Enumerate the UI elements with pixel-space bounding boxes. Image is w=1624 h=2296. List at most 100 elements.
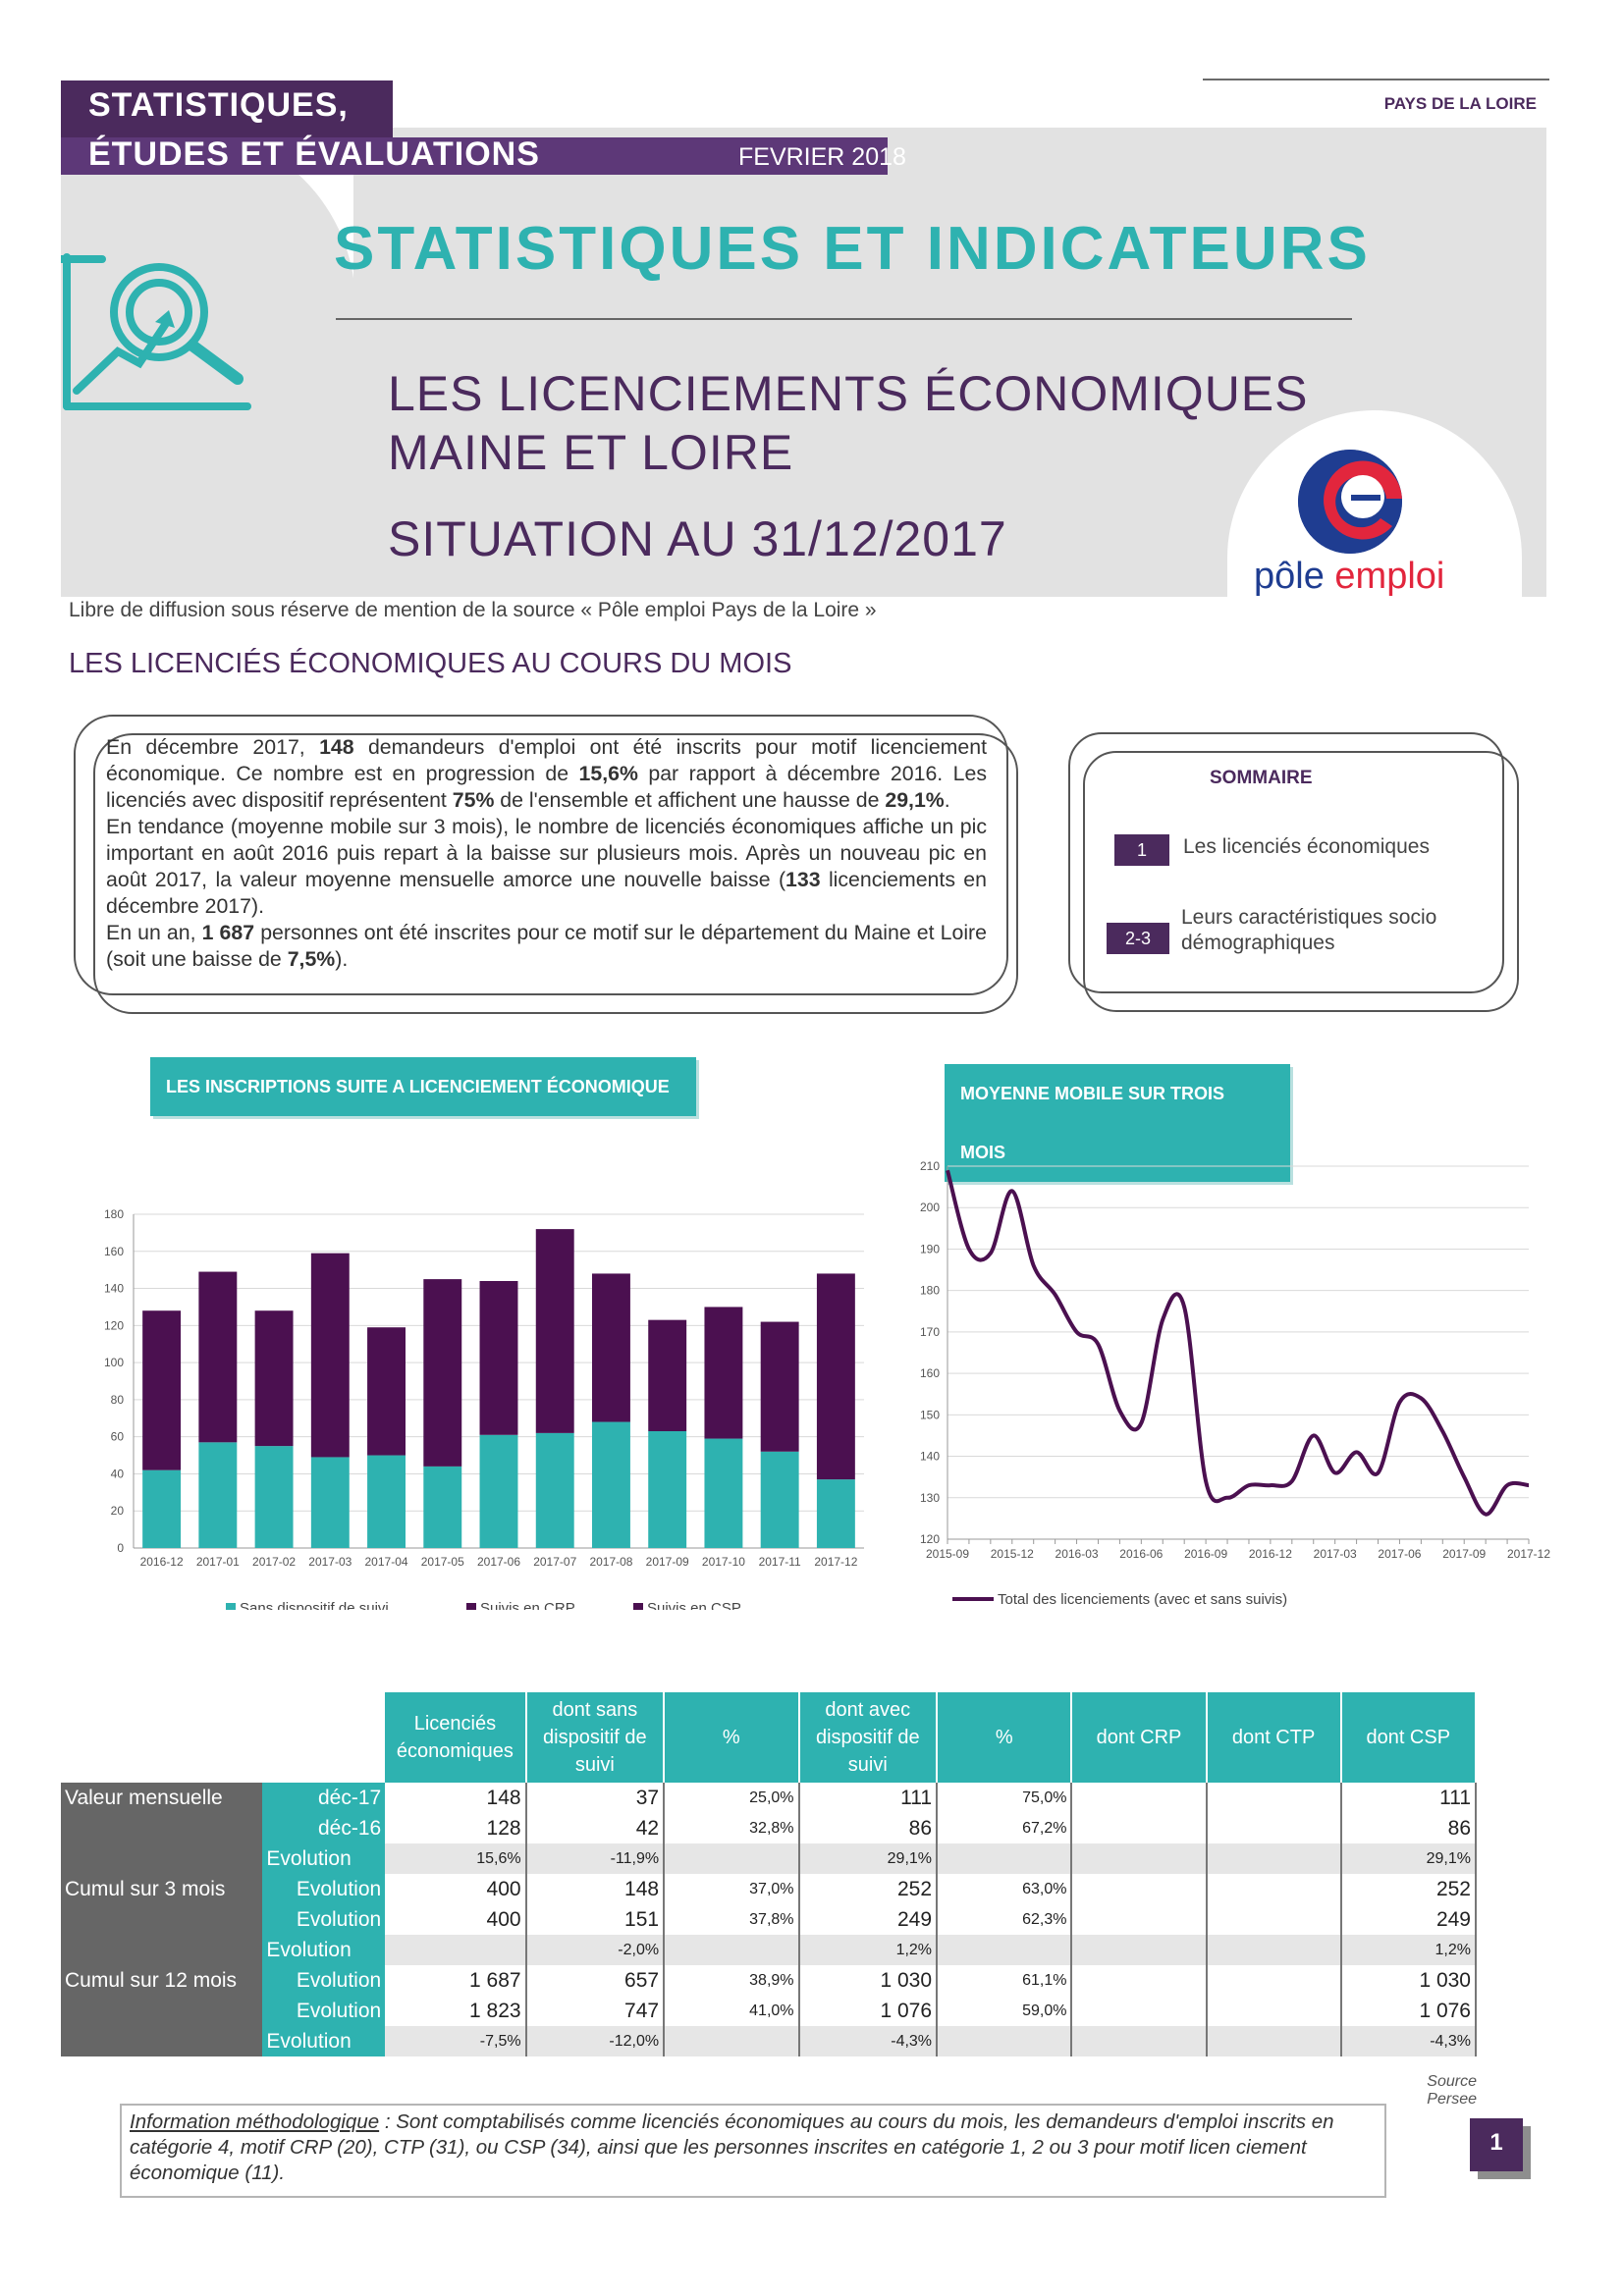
page-number: 1	[1470, 2118, 1523, 2171]
table-header: dont sans dispositif de suivi	[525, 1692, 666, 1783]
table-cell	[664, 2026, 800, 2056]
bar-segment	[592, 1421, 630, 1548]
x-tick-label: 2017-10	[702, 1555, 745, 1569]
row-group-label	[61, 1843, 263, 1874]
table-row: Cumul sur 12 mois Evolution 1 687 657 38,9% 1…	[61, 1965, 1478, 1996]
bar-segment	[479, 1434, 518, 1548]
bar-segment	[479, 1281, 518, 1435]
bar-segment	[760, 1321, 799, 1452]
table-cell: 86	[1340, 1813, 1478, 1843]
table-cell	[1206, 1843, 1342, 1874]
y-tick-label: 80	[111, 1393, 125, 1407]
bar-segment	[535, 1432, 574, 1548]
row-group-label: Valeur mensuelle	[61, 1783, 263, 1813]
summary-highlight: 1 687	[201, 921, 255, 944]
sommaire-item-number[interactable]: 1	[1114, 834, 1169, 866]
analytics-magnifier-icon	[61, 253, 251, 410]
summary-highlight: 7,5%	[287, 947, 336, 971]
bar-segment	[816, 1273, 855, 1480]
summary-box-shadow	[93, 733, 1018, 1014]
table-cell	[1071, 1843, 1208, 1874]
bar-segment	[310, 1253, 350, 1458]
y-tick-label: 20	[111, 1504, 125, 1518]
row-label: déc-17	[262, 1783, 386, 1813]
row-group-label: Cumul sur 3 mois	[61, 1874, 263, 1904]
bar-chart: 0 20 40 60 80 100 120 140 160 180 2016-12 2017-01 20…	[104, 1207, 864, 1610]
row-label: Evolution	[262, 1843, 386, 1874]
y-tick-label: 190	[920, 1242, 940, 1255]
table-cell: 67,2%	[937, 1813, 1073, 1843]
table-row: Evolution 15,6% -11,9% 29,1% 29,1%	[61, 1843, 1478, 1874]
bar-segment	[704, 1307, 743, 1439]
table-cell: -12,0%	[525, 2026, 666, 2056]
sommaire-item-label[interactable]: Leurs caractéristiques socio démographiq…	[1181, 906, 1437, 954]
methodology-text: : Sont comptabilisés comme licenciés éco…	[130, 2110, 1334, 2184]
summary-highlight: 133	[785, 868, 821, 891]
table-row: déc-16 128 42 32,8% 86 67,2% 86	[61, 1813, 1478, 1843]
x-tick-label: 2015-09	[926, 1547, 969, 1561]
table-cell: 38,9%	[664, 1965, 800, 1996]
row-label: Evolution	[262, 1935, 386, 1965]
table-cell: 37,8%	[664, 1904, 800, 1935]
x-tick-label: 2017-06	[477, 1555, 520, 1569]
bar-segment	[423, 1279, 462, 1467]
table-cell: 148	[385, 1783, 527, 1813]
table-cell	[937, 1843, 1073, 1874]
table-cell	[1071, 1783, 1208, 1813]
bar-segment	[592, 1273, 630, 1422]
table-cell: 252	[1340, 1874, 1478, 1904]
table-cell	[1071, 1996, 1208, 2026]
x-tick-label: 2017-09	[1442, 1547, 1486, 1561]
table-cell: 41,0%	[664, 1996, 800, 2026]
x-tick-label: 2016-09	[1184, 1547, 1227, 1561]
table-cell: 15,6%	[385, 1843, 527, 1874]
table-cell	[1206, 1813, 1342, 1843]
series-line	[946, 1169, 1530, 1517]
bar-segment	[704, 1438, 743, 1548]
summary-highlight: 75%	[452, 788, 495, 812]
table-cell: 59,0%	[937, 1996, 1073, 2026]
table-cell: 42	[525, 1813, 666, 1843]
table-source: Source Persee	[1427, 2073, 1477, 2108]
bar-segment	[760, 1451, 799, 1548]
subtitle-area: MAINE ET LOIRE	[388, 425, 794, 480]
y-tick-label: 200	[920, 1201, 940, 1214]
table-header: %	[937, 1692, 1073, 1783]
table-cell: 128	[385, 1813, 527, 1843]
logo-word-pole: pôle	[1254, 556, 1325, 597]
x-tick-label: 2017-02	[252, 1555, 296, 1569]
table-cell: -4,3%	[1340, 2026, 1478, 2056]
summary-highlight: 15,6%	[578, 762, 638, 785]
x-tick-label: 2017-12	[1507, 1547, 1550, 1561]
table-cell: 75,0%	[937, 1783, 1073, 1813]
bar-segment	[816, 1479, 855, 1548]
summary-text-part: par rapport à décembre 2016. Les licenci…	[106, 762, 987, 812]
summary-text-part: .	[944, 788, 950, 812]
table-cell: -11,9%	[525, 1843, 666, 1874]
summary-text-part: personnes ont été inscrites pour ce moti…	[106, 921, 987, 971]
table-row: Valeur mensuelle déc-17 148 37 25,0% 111 75,0%…	[61, 1783, 1478, 1813]
table-cell: 1,2%	[798, 1935, 939, 1965]
y-tick-label: 160	[104, 1245, 124, 1258]
table-cell	[1206, 1935, 1342, 1965]
y-tick-label: 0	[117, 1541, 124, 1555]
table-cell: 63,0%	[937, 1874, 1073, 1904]
bar-chart-title: LES INSCRIPTIONS SUITE A LICENCIEMENT ÉC…	[150, 1057, 696, 1116]
table-row: Evolution 1 823 747 41,0% 1 076 59,0% 1 076	[61, 1996, 1478, 2026]
x-tick-label: 2017-08	[589, 1555, 632, 1569]
table-row: Evolution -7,5% -12,0% -4,3% -4,3%	[61, 2026, 1478, 2056]
y-tick-label: 150	[920, 1408, 940, 1421]
table-cell: 111	[1340, 1783, 1478, 1813]
table-cell: 62,3%	[937, 1904, 1073, 1935]
brand-line-1: STATISTIQUES,	[88, 86, 349, 124]
table-cell: 1 076	[1340, 1996, 1478, 2026]
row-group-label	[61, 1904, 263, 1935]
table-cell: 1 076	[798, 1996, 939, 2026]
table-cell	[1206, 1874, 1342, 1904]
x-tick-label: 2017-09	[646, 1555, 689, 1569]
bar-segment	[535, 1229, 574, 1433]
x-tick-label: 2016-03	[1056, 1547, 1099, 1561]
sommaire-item-number[interactable]: 2-3	[1107, 923, 1169, 954]
sommaire-item-label[interactable]: Les licenciés économiques	[1183, 835, 1430, 858]
section-title: LES LICENCIÉS ÉCONOMIQUES AU COURS DU MO…	[69, 648, 792, 679]
